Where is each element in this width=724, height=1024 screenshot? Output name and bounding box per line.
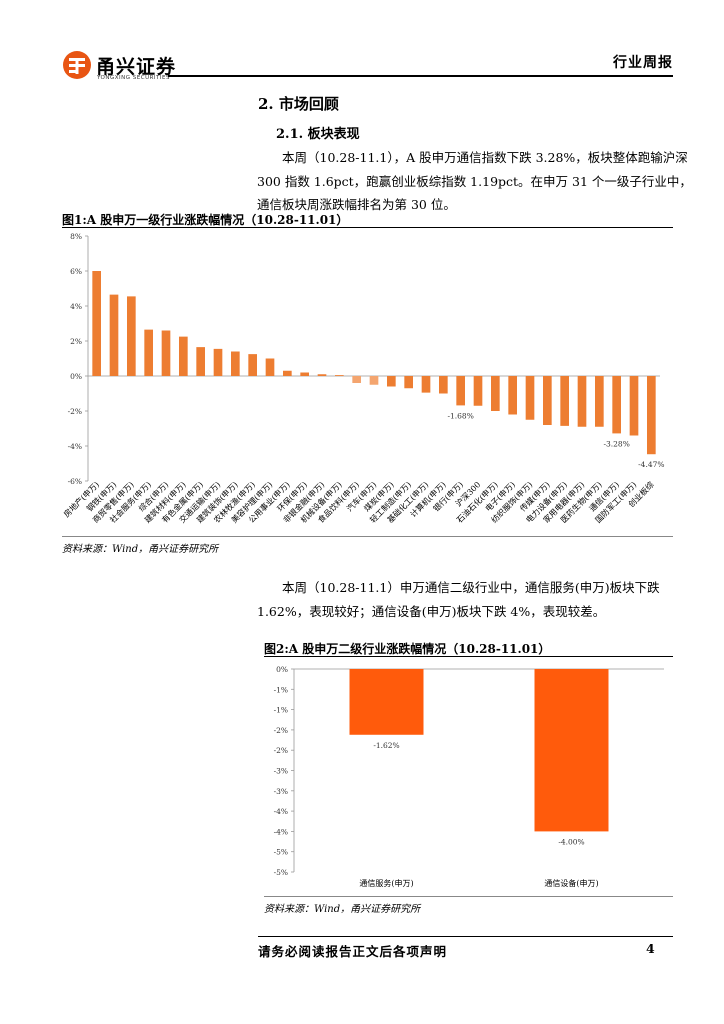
data-label: -3.28% bbox=[603, 439, 629, 448]
bar bbox=[161, 330, 171, 376]
y-tick-label: -4% bbox=[274, 827, 288, 836]
paragraph-2: 本周（10.28-11.1）申万通信二级行业中，通信服务(申万)板块下跌 1.6… bbox=[257, 576, 677, 623]
figure-2-title: 图2:A 股申万二级行业涨跌幅情况（10.28-11.01） bbox=[264, 642, 551, 656]
y-tick-label: -2% bbox=[274, 746, 288, 755]
bar bbox=[491, 376, 500, 411]
data-label: -1.62% bbox=[373, 741, 399, 750]
data-label: -4.00% bbox=[558, 837, 584, 846]
bar bbox=[196, 347, 205, 376]
bar bbox=[387, 376, 396, 387]
y-tick-label: -4% bbox=[274, 807, 288, 816]
subsection-title: 2.1. 板块表现 bbox=[276, 127, 360, 142]
y-tick-label: 0% bbox=[276, 665, 288, 674]
bar bbox=[647, 376, 656, 455]
paragraph-line: 300 指数 1.6pct，跑赢创业板综指数 1.19pct。在申万 31 个一… bbox=[257, 173, 692, 189]
paragraph-line: 本周（10.28-11.1），A 股申万通信指数下跌 3.28%，板块整体跑输沪… bbox=[282, 150, 688, 165]
bar bbox=[144, 329, 153, 376]
y-tick-label: 8% bbox=[70, 232, 82, 241]
bar bbox=[231, 351, 240, 376]
bar bbox=[439, 376, 448, 394]
bar bbox=[335, 375, 344, 376]
figure-1-source: 资料来源：Wind，甬兴证券研究所 bbox=[62, 544, 219, 555]
figure-1-chart: 8%6%4%2%0%-2%-4%-6%房地产(申万)钢铁(申万)商贸零售(申万)… bbox=[61, 232, 664, 525]
y-tick-label: 2% bbox=[70, 337, 82, 346]
bar bbox=[369, 376, 379, 385]
y-tick-label: -3% bbox=[274, 787, 288, 796]
bar bbox=[543, 376, 552, 425]
bar bbox=[248, 354, 257, 376]
company-name-en: YONGXING SECURITIES bbox=[97, 75, 171, 81]
bar bbox=[352, 376, 361, 383]
bar bbox=[265, 358, 275, 376]
figure-2-source-rule bbox=[264, 896, 673, 897]
paragraph-line: 本周（10.28-11.1）申万通信二级行业中，通信服务(申万)板块下跌 bbox=[282, 580, 660, 595]
figure-2-chart: 0% -1% -1% -2% -2% -3% -3% -4% -4% -5% -5% -1.62% 通信… bbox=[274, 665, 664, 888]
bar bbox=[473, 376, 483, 406]
y-tick-label: -5% bbox=[274, 868, 288, 877]
bar bbox=[612, 376, 621, 434]
paragraph-1: 本周（10.28-11.1），A 股申万通信指数下跌 3.28%，板块整体跑输沪… bbox=[257, 146, 692, 217]
bar bbox=[283, 370, 292, 376]
figure-2-source: 资料来源：Wind，甬兴证券研究所 bbox=[264, 904, 421, 915]
bar bbox=[213, 348, 223, 376]
report-type: 行业周报 bbox=[613, 55, 673, 71]
bar bbox=[349, 669, 424, 735]
y-tick-label: -5% bbox=[274, 848, 288, 857]
bar bbox=[525, 376, 535, 420]
bar bbox=[404, 376, 413, 389]
y-tick-label: 0% bbox=[70, 372, 82, 381]
section-title: 2. 市场回顾 bbox=[258, 95, 339, 113]
bar bbox=[508, 376, 517, 415]
y-tick-label: -6% bbox=[68, 477, 82, 486]
bar bbox=[629, 376, 639, 436]
figure-1-top-rule bbox=[62, 227, 673, 228]
company-logo-icon bbox=[63, 51, 91, 79]
bar bbox=[300, 372, 309, 376]
data-label: -4.47% bbox=[638, 460, 664, 469]
x-tick-label: 通信设备(申万) bbox=[544, 878, 598, 888]
bar bbox=[127, 296, 136, 376]
header-divider bbox=[168, 75, 673, 77]
figure-1-title: 图1:A 股申万一级行业涨跌幅情况（10.28-11.01） bbox=[62, 213, 349, 227]
bar bbox=[109, 294, 119, 376]
bar bbox=[179, 336, 188, 376]
figure-2-top-rule bbox=[264, 656, 673, 657]
data-label: -1.68% bbox=[447, 411, 473, 420]
y-tick-label: -2% bbox=[274, 726, 288, 735]
bar bbox=[560, 376, 569, 426]
footer-disclaimer: 请务必阅读报告正文后各项声明 bbox=[258, 944, 448, 959]
y-tick-label: -4% bbox=[68, 442, 82, 451]
figure-1-source-rule bbox=[62, 536, 673, 537]
bar bbox=[456, 376, 465, 406]
y-tick-label: -2% bbox=[68, 407, 82, 416]
bar bbox=[421, 376, 431, 393]
paragraph-line: 通信板块周涨跌幅排名为第 30 位。 bbox=[257, 197, 456, 212]
bar bbox=[577, 376, 587, 427]
bar bbox=[317, 374, 327, 376]
paragraph-line: 1.62%，表现较好；通信设备(申万)板块下跌 4%，表现较差。 bbox=[257, 603, 606, 619]
bar bbox=[534, 669, 609, 832]
page-number: 4 bbox=[646, 941, 655, 956]
bar bbox=[595, 376, 604, 427]
y-tick-label: -1% bbox=[274, 685, 288, 694]
y-tick-label: 4% bbox=[70, 302, 82, 311]
footer-divider bbox=[258, 936, 673, 937]
x-tick-label: 通信服务(申万) bbox=[359, 878, 413, 888]
y-tick-label: 6% bbox=[70, 267, 82, 276]
y-tick-label: -1% bbox=[274, 706, 288, 715]
company-name: 甬兴证券 bbox=[96, 56, 177, 78]
y-tick-label: -3% bbox=[274, 767, 288, 776]
bar bbox=[92, 271, 101, 376]
